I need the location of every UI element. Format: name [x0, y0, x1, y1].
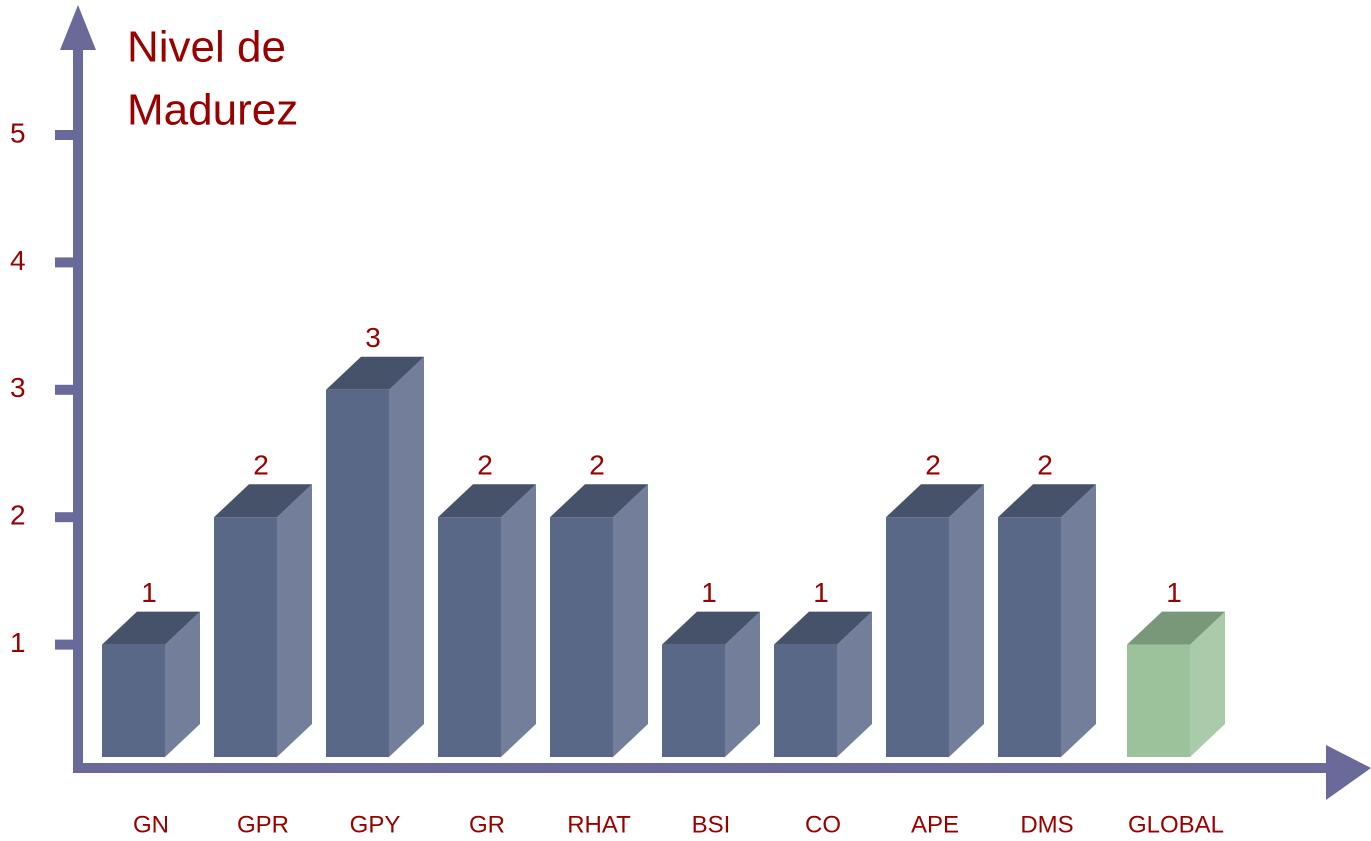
bar-top [662, 611, 760, 645]
y-axis [73, 30, 83, 772]
x-tick-label: GLOBAL [1128, 811, 1224, 838]
bar [774, 644, 837, 757]
y-tick-label: 5 [10, 117, 26, 148]
bar-top [774, 611, 872, 645]
axis-title: Madurez [127, 86, 298, 135]
bar-side [1061, 484, 1096, 757]
bar [886, 517, 949, 757]
axes [60, 5, 1371, 800]
value-label: 1 [701, 577, 717, 608]
x-tick-label: GPY [350, 811, 401, 838]
y-tick-label: 1 [10, 627, 26, 658]
x-tick-label: GPR [237, 811, 289, 838]
bar [998, 517, 1061, 757]
y-tick [55, 130, 79, 140]
bar [102, 644, 165, 757]
bar-top [886, 484, 984, 518]
bar [438, 517, 501, 757]
bar [662, 644, 725, 757]
bar-side [165, 611, 200, 757]
bar-side [389, 356, 424, 757]
value-label: 2 [589, 450, 605, 481]
x-axis-arrow [1326, 745, 1371, 800]
value-label: 2 [477, 450, 493, 481]
y-tick [55, 257, 79, 268]
x-tick-label: DMS [1020, 811, 1073, 838]
bar-side [277, 484, 312, 757]
y-tick-label: 4 [10, 245, 26, 276]
value-label: 1 [813, 577, 829, 608]
bar [326, 389, 389, 757]
bar-side [501, 484, 536, 757]
bar-side [837, 611, 872, 757]
x-axis [73, 763, 1343, 773]
y-tick-label: 2 [10, 500, 26, 531]
y-tick [55, 384, 79, 395]
bar-side [1190, 611, 1225, 757]
x-tick-label: BSI [692, 811, 731, 838]
value-label: 2 [253, 450, 269, 481]
y-tick-label: 3 [10, 372, 26, 403]
value-label: 3 [365, 322, 381, 353]
bar-top [1127, 611, 1225, 645]
bar [214, 517, 277, 757]
y-tick [55, 512, 79, 523]
bar [550, 517, 613, 757]
bar-top [550, 484, 648, 518]
value-label: 1 [1166, 577, 1182, 608]
bar-top [326, 356, 424, 390]
bar-top [998, 484, 1096, 518]
y-tick [55, 639, 79, 650]
y-axis-arrow [60, 5, 96, 50]
x-tick-label: RHAT [567, 811, 631, 838]
value-label: 2 [925, 450, 941, 481]
bar-top [102, 611, 200, 645]
axis-title: Nivel de [127, 23, 286, 72]
value-label: 2 [1037, 450, 1053, 481]
bar-side [949, 484, 984, 757]
bar-side [725, 611, 760, 757]
x-tick-label: CO [805, 811, 841, 838]
bar [1127, 644, 1190, 757]
bar-side [613, 484, 648, 757]
x-tick-label: GR [469, 811, 505, 838]
x-tick-label: GN [133, 811, 169, 838]
bar-top [438, 484, 536, 518]
value-label: 1 [141, 577, 157, 608]
bar-top [214, 484, 312, 518]
x-tick-label: APE [911, 811, 959, 838]
